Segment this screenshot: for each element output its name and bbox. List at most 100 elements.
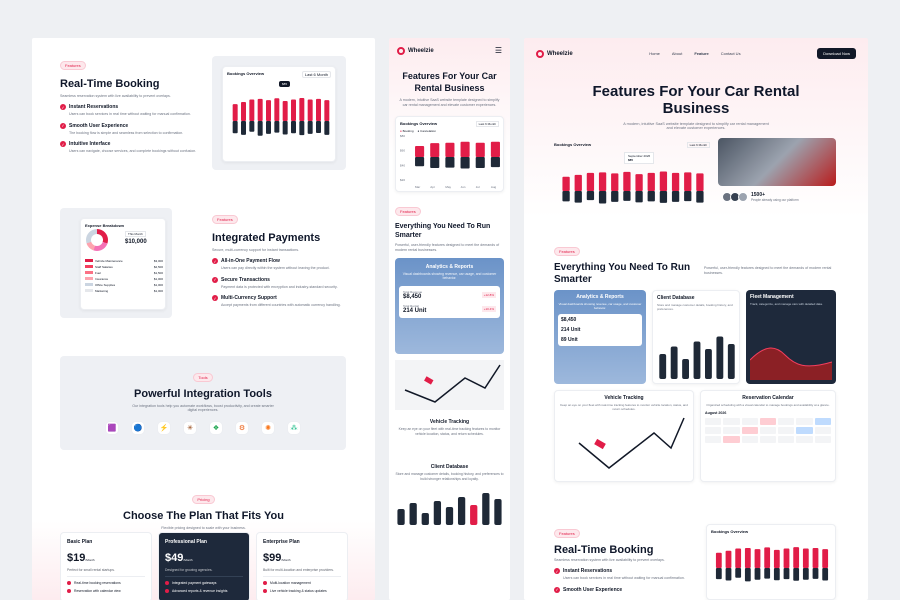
- nav-link[interactable]: Home: [649, 51, 660, 56]
- bar-booking: [241, 101, 246, 121]
- bar-booking: [696, 173, 704, 191]
- calendar-cell[interactable]: [778, 436, 795, 443]
- calendar-cell[interactable]: [723, 436, 740, 443]
- mobile-client-card: Client Database Store and manage custome…: [395, 464, 504, 530]
- bar-booking: [635, 174, 643, 191]
- payments-feature: ✓ All-in-One Payment Flow Users can pay di…: [212, 258, 330, 270]
- calendar-cell[interactable]: [741, 427, 758, 434]
- client-bar: [457, 497, 466, 526]
- pricing-card[interactable]: Basic Plan $19/Month Perfect for small r…: [60, 532, 152, 600]
- calendar-cell[interactable]: [741, 418, 758, 425]
- desktop-fleet-card: Fleet Management Track, categorize, and …: [746, 290, 836, 384]
- y-tick: $60: [400, 148, 405, 152]
- bar-booking: [725, 550, 732, 568]
- bar-booking: [574, 174, 582, 191]
- bar-booking: [266, 100, 271, 121]
- bar-cancelation: [623, 191, 631, 201]
- calendar-cell[interactable]: [778, 427, 795, 434]
- hero-photo: [718, 138, 836, 186]
- desktop-client-card: Client Database Store and manage custome…: [652, 290, 740, 384]
- expense-row: Fuel $1,500: [85, 271, 163, 275]
- bar-booking: [475, 142, 485, 157]
- integration-icon[interactable]: ✳: [183, 421, 197, 435]
- pricing-card[interactable]: Enterprise Plan $99/Month Built for mult…: [256, 532, 348, 600]
- desktop-panel: Wheelzie Home About Feature Contact Us Down…: [524, 38, 868, 600]
- bar-cancelation: [715, 568, 722, 580]
- integration-icon[interactable]: 🟪: [105, 421, 119, 435]
- calendar-cell[interactable]: [796, 418, 813, 425]
- mobile-section-desc: Powerful, user-friendly features designe…: [395, 242, 500, 252]
- check-icon: ✓: [212, 258, 218, 264]
- booking-title: Real-Time Booking: [554, 544, 654, 556]
- bar-booking: [307, 99, 313, 121]
- car-icon: [424, 376, 434, 385]
- client-bar: [470, 505, 478, 526]
- booking-tag: Features: [554, 529, 580, 538]
- download-button[interactable]: Download Now: [817, 48, 856, 59]
- calendar-cell[interactable]: [705, 418, 722, 425]
- integration-icon[interactable]: ⚡: [157, 421, 171, 435]
- bar-booking: [802, 548, 809, 568]
- chart-title: Bookings Overview: [400, 120, 438, 126]
- nav-link[interactable]: About: [671, 51, 683, 56]
- expense-filter[interactable]: This Month: [125, 231, 146, 237]
- desktop-analytics-card: Analytics & Reports Visual dashboards sh…: [554, 290, 646, 384]
- calendar-cell[interactable]: [814, 427, 831, 434]
- integration-icon[interactable]: ⁂: [287, 421, 301, 435]
- client-bar: [482, 493, 490, 526]
- brand-name: Wheelzie: [547, 50, 573, 57]
- bar-cancelation: [793, 568, 800, 581]
- client-bar: [682, 359, 689, 379]
- integration-icon[interactable]: ❖: [209, 421, 223, 435]
- nav-link[interactable]: Contact Us: [720, 51, 741, 56]
- mobile-header: Wheelzie ☰: [389, 38, 510, 63]
- bar-cancelation: [430, 156, 440, 168]
- mobile-panel: Wheelzie ☰ Features For Your Car Rental …: [389, 38, 510, 600]
- bar-cancelation: [696, 191, 704, 203]
- calendar-cell[interactable]: [778, 418, 795, 425]
- calendar-cell[interactable]: [759, 436, 777, 443]
- calendar-cell[interactable]: [705, 436, 722, 443]
- integration-icon[interactable]: 🔵: [131, 421, 145, 435]
- client-bar: [659, 354, 667, 379]
- calendar-cell[interactable]: [814, 436, 831, 443]
- analytics-desc: Visual dashboards showing revenue, car u…: [402, 272, 497, 281]
- calendar-cell[interactable]: [741, 436, 758, 443]
- calendar-cell[interactable]: [759, 427, 777, 434]
- calendar-cell[interactable]: [705, 427, 722, 434]
- expense-row: Office Supplies $1,000: [85, 283, 163, 287]
- calendar-cell[interactable]: [796, 436, 813, 443]
- tracking-desc: Keep an eye on your fleet with real-time…: [398, 427, 501, 436]
- check-icon: ✓: [60, 104, 66, 110]
- bar-cancelation: [802, 568, 809, 580]
- calendar-cell[interactable]: [723, 418, 740, 425]
- bar-cancelation: [754, 568, 761, 580]
- left-panel: Features Real-Time Booking Seamless rese…: [32, 38, 375, 600]
- bar-cancelation: [598, 191, 607, 204]
- calendar-cell[interactable]: [814, 418, 831, 425]
- pricing-card[interactable]: Professional Plan $49/Month Designed for…: [158, 532, 250, 600]
- integrations-subtitle: Our integration tools help you automate …: [132, 404, 274, 412]
- bar-cancelation: [773, 568, 780, 581]
- bar-booking: [232, 104, 238, 121]
- nav-link[interactable]: Feature: [694, 51, 709, 56]
- bar-cancelation: [460, 156, 470, 169]
- bar-cancelation: [282, 121, 288, 135]
- calendar-cell[interactable]: [759, 418, 777, 425]
- calendar-cell[interactable]: [796, 427, 813, 434]
- tracking-map: [578, 417, 685, 469]
- calendar-cell[interactable]: [723, 427, 740, 434]
- bar-cancelation: [291, 121, 296, 134]
- x-tick: Jul: [476, 185, 480, 189]
- bar-cancelation: [266, 121, 271, 134]
- integration-icon[interactable]: ⚙: [235, 421, 249, 435]
- desktop-section-desc: Powerful, user-friendly features designe…: [704, 266, 832, 275]
- integration-icon[interactable]: ✺: [261, 421, 275, 435]
- mobile-bookings-chart: $80 $60 $40 $20 Mar Apr May Jun Jul Aug: [400, 134, 500, 189]
- chart-filter[interactable]: Last 6 Month: [475, 120, 499, 127]
- chart-filter[interactable]: Last 6 Month: [301, 71, 331, 78]
- desktop-chart: Bookings Overview Last 6 Month September …: [554, 142, 710, 222]
- chart-filter[interactable]: Last 6 Month: [686, 142, 710, 148]
- menu-icon[interactable]: ☰: [494, 46, 502, 55]
- booking-title: Real-Time Booking: [60, 78, 160, 90]
